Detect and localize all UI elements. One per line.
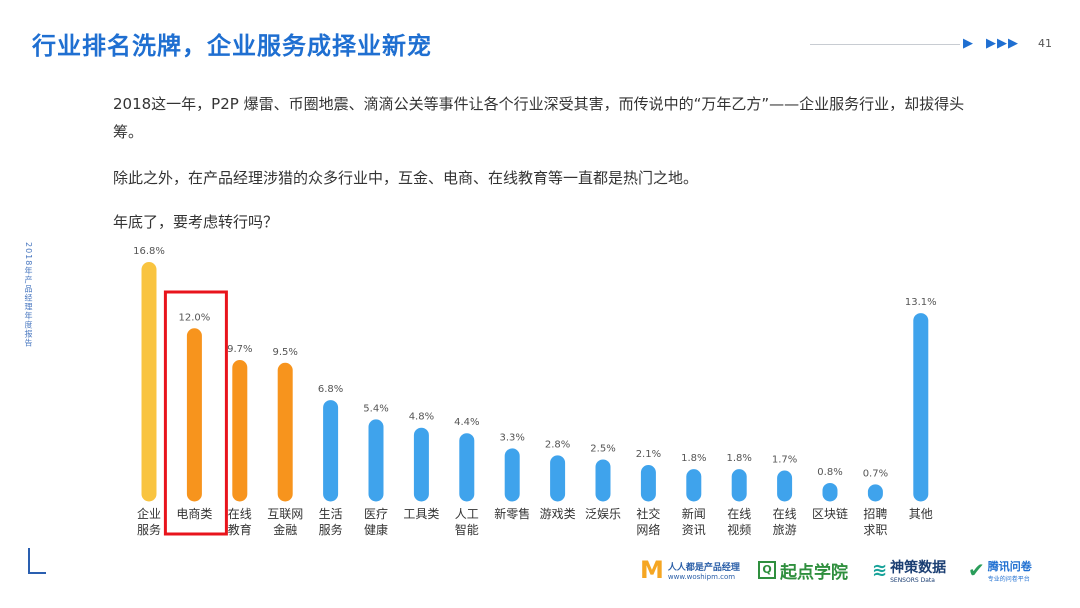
value-label: 2.1%	[636, 449, 661, 460]
category-label: 在线	[727, 507, 751, 521]
category-label: 工具类	[403, 507, 439, 521]
category-label: 电商类	[176, 506, 212, 521]
category-label: 招聘	[863, 507, 887, 521]
category-label: 游戏类	[540, 507, 576, 521]
q-logo-icon: Q	[758, 561, 776, 579]
check-logo-icon: ✔	[968, 558, 985, 582]
header-arrows: ▶ ▶▶▶	[963, 36, 1019, 51]
highlight-box	[163, 290, 228, 536]
bar	[550, 455, 566, 502]
category-label: 智能	[455, 522, 479, 537]
question-paragraph: 年底了，要考虑转行吗？	[113, 213, 279, 231]
sensors-name: 神策数据	[890, 559, 947, 576]
sensors-logo-icon: ≋	[872, 559, 888, 581]
footer-logos: M 人人都是产品经理 www.woshipm.com Q 起点学院 ≋ 神策数据…	[640, 552, 1060, 588]
category-label: 健康	[364, 522, 388, 537]
bar	[731, 469, 747, 502]
category-label: 视频	[727, 522, 751, 537]
bar	[459, 433, 475, 502]
value-label: 0.8%	[817, 467, 842, 478]
value-label: 9.5%	[272, 347, 297, 358]
value-label: 1.8%	[681, 453, 706, 464]
bar	[323, 400, 339, 502]
value-label: 13.1%	[905, 297, 937, 308]
category-label: 新零售	[494, 506, 530, 521]
category-label: 服务	[319, 522, 343, 537]
category-label: 在线	[773, 507, 797, 521]
value-label: 0.7%	[863, 468, 888, 479]
value-label: 12.0%	[179, 312, 211, 323]
value-label: 3.3%	[499, 432, 524, 443]
sensors-logo: ≋ 神策数据 SENSORS Data	[872, 552, 946, 588]
bar	[913, 313, 929, 502]
bar	[504, 448, 520, 502]
triple-arrow-right-icon: ▶▶▶	[986, 36, 1019, 51]
category-label: 金融	[273, 522, 297, 537]
category-label: 新闻	[682, 506, 706, 521]
value-label: 5.4%	[363, 403, 388, 414]
bar	[777, 470, 793, 502]
value-label: 6.8%	[318, 384, 343, 395]
category-label: 企业	[137, 506, 161, 521]
woshipm-name: 人人都是产品经理	[667, 562, 740, 573]
category-label: 教育	[228, 522, 252, 537]
second-paragraph: 除此之外，在产品经理涉猎的众多行业中，互金、电商、在线教育等一直都是热门之地。	[113, 169, 699, 187]
category-label: 人工	[455, 507, 479, 521]
category-label: 医疗	[364, 507, 388, 521]
bar	[413, 427, 429, 502]
category-label: 服务	[137, 522, 161, 537]
category-label: 资讯	[682, 523, 706, 537]
intro-paragraph: 2018这一年，P2P 爆雷、币圈地震、滴滴公关等事件让各个行业深受其害，而传说…	[113, 95, 965, 141]
bar	[595, 459, 611, 502]
category-label: 旅游	[773, 523, 797, 537]
tencent-survey-logo: ✔ 腾讯问卷 专业的问卷平台	[968, 552, 1032, 588]
woshipm-logo: M 人人都是产品经理 www.woshipm.com	[640, 552, 740, 588]
value-label: 2.8%	[545, 439, 570, 450]
bar	[186, 328, 202, 502]
bar	[686, 469, 702, 502]
side-report-label: 2018年产品经理年度报告	[24, 242, 33, 348]
bar	[640, 465, 656, 502]
category-label: 在线	[228, 507, 252, 521]
value-label: 1.7%	[772, 455, 797, 466]
tencent-survey-name: 腾讯问卷	[987, 559, 1032, 573]
value-label: 4.4%	[454, 417, 479, 428]
category-label: 泛娱乐	[585, 507, 621, 521]
category-label: 生活	[319, 507, 343, 521]
bar	[277, 362, 293, 502]
arrow-right-icon: ▶	[963, 36, 974, 51]
value-label: 1.8%	[726, 453, 751, 464]
bar	[368, 419, 384, 502]
bar	[867, 484, 883, 502]
category-label: 其他	[909, 507, 933, 521]
page-number: 41	[1038, 37, 1052, 50]
category-label: 区块链	[812, 506, 848, 521]
qidian-name: 起点学院	[780, 562, 848, 583]
category-label: 求职	[863, 523, 887, 537]
sensors-sub: SENSORS Data	[890, 576, 935, 584]
bar	[141, 262, 157, 502]
page-title: 行业排名洗牌，企业服务成择业新宠	[32, 32, 432, 60]
value-label: 2.5%	[590, 443, 615, 454]
qidian-logo: Q 起点学院	[758, 552, 848, 588]
category-label: 社交	[636, 506, 660, 521]
category-label: 网络	[636, 522, 660, 537]
m-logo-icon: M	[640, 556, 664, 584]
value-label: 16.8%	[133, 246, 165, 257]
category-label: 互联网	[267, 507, 303, 521]
corner-bracket	[28, 548, 46, 574]
bar	[232, 360, 248, 502]
tencent-survey-sub: 专业的问卷平台	[987, 575, 1030, 583]
value-label: 4.8%	[409, 412, 434, 423]
bar	[822, 482, 838, 502]
woshipm-url: www.woshipm.com	[667, 572, 736, 581]
value-label: 9.7%	[227, 344, 252, 355]
header-divider	[810, 44, 960, 45]
